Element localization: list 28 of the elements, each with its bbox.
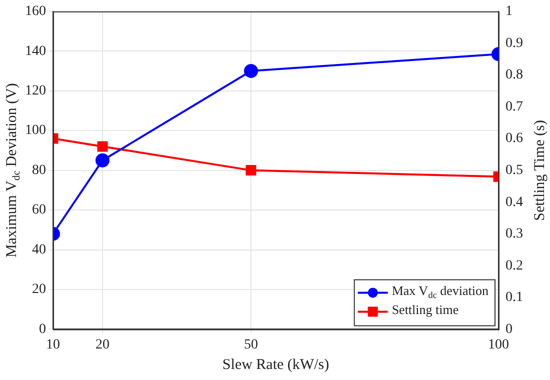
y2-tick-label: 0.7 (506, 99, 523, 114)
y-tick-label: 0 (39, 322, 46, 337)
y2-tick-label: 0.4 (506, 194, 523, 210)
y-tick-label: 40 (32, 242, 46, 258)
y2-tick-label: 0.9 (506, 36, 523, 51)
y2-tick-label: 0.2 (506, 258, 523, 274)
y2-axis-title: Settling Time (s) (532, 120, 548, 221)
y2-tick-label: 0 (506, 322, 512, 337)
x-tick-label: 20 (96, 337, 110, 352)
y-tick-label: 20 (32, 282, 46, 298)
y2-tick-label: 1 (506, 4, 512, 20)
y2-tick-label: 0.6 (506, 131, 523, 146)
y-tick-label: 80 (32, 162, 46, 178)
y2-tick-label: 0.5 (506, 162, 523, 178)
y2-tick-label: 0.1 (506, 290, 523, 306)
y-axis-title: Maximum Vdc Deviation (V) (4, 83, 22, 258)
y-tick-label: 100 (25, 123, 46, 138)
x-tick-label: 10 (46, 337, 60, 352)
x-axis-title: Slew Rate (kW/s) (222, 356, 330, 373)
y-tick-label: 120 (25, 84, 46, 99)
y2-tick-label: 0.8 (506, 68, 523, 83)
y-tick-label: 60 (32, 202, 46, 218)
legend-label: Settling time (392, 302, 459, 318)
x-tick-label: 50 (244, 337, 258, 352)
x-tick-label: 100 (488, 337, 509, 352)
y-tick-label: 140 (25, 44, 46, 59)
y2-tick-label: 0.3 (506, 226, 523, 242)
y-tick-label: 160 (25, 4, 46, 20)
